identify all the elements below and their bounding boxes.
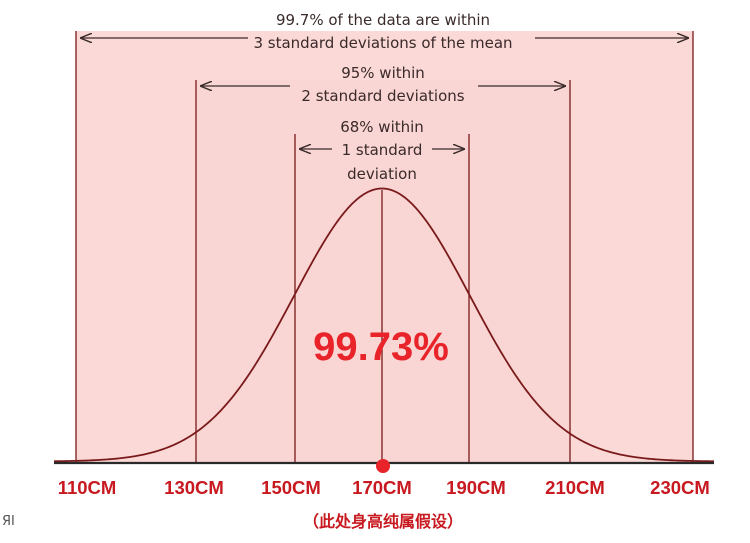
two-sigma-label-line2: 2 standard deviations xyxy=(301,87,464,105)
x-tick-110: 110CM xyxy=(58,477,117,498)
x-tick-230: 230CM xyxy=(650,477,710,498)
x-tick-170: 170CM xyxy=(352,477,412,498)
height-assumption-note: （此处身高纯属假设） xyxy=(303,512,463,531)
one-sigma-label-line2: 1 standard xyxy=(342,141,423,159)
three-sigma-band-inner xyxy=(196,80,570,463)
two-sigma-label-line1: 95% within xyxy=(341,64,425,82)
sigma-boundary-lines xyxy=(75,31,694,463)
three-sigma-label-line1: 99.7% of the data are within xyxy=(276,11,490,29)
x-tick-labels: 110CM 130CM 150CM 170CM 190CM 210CM 230C… xyxy=(58,477,710,498)
three-sigma-label-line2: 3 standard deviations of the mean xyxy=(253,34,512,52)
one-sigma-label-line1: 68% within xyxy=(340,118,424,136)
x-tick-150: 150CM xyxy=(261,477,321,498)
three-sigma-band xyxy=(76,31,693,463)
x-tick-130: 130CM xyxy=(164,477,224,498)
edge-watermark-fragment: ЯІ xyxy=(2,514,15,529)
bell-curve xyxy=(53,187,715,463)
mean-point xyxy=(376,459,390,473)
one-sigma-label-line3: deviation xyxy=(347,165,417,183)
x-tick-210: 210CM xyxy=(545,477,605,498)
x-tick-190: 190CM xyxy=(446,477,506,498)
center-percent-label: 99.73% xyxy=(313,325,449,369)
